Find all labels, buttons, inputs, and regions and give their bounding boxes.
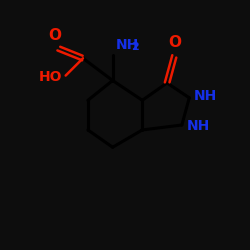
Text: 2: 2 <box>131 42 139 51</box>
Text: HO: HO <box>38 70 62 84</box>
Text: NH: NH <box>186 119 210 133</box>
Text: O: O <box>168 35 181 50</box>
Text: O: O <box>48 28 61 43</box>
Text: NH: NH <box>116 38 139 52</box>
Text: NH: NH <box>194 89 217 103</box>
